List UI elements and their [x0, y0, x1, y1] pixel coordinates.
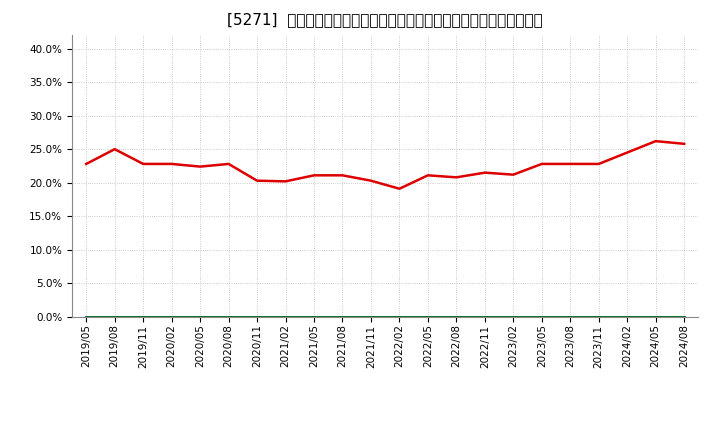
自己資本: [652, 139, 660, 144]
自己資本: [537, 161, 546, 167]
のれん: [366, 314, 375, 319]
自己資本: [310, 172, 318, 178]
のれん: [338, 314, 347, 319]
自己資本: [423, 172, 432, 178]
のれん: [480, 314, 489, 319]
自己資本: [452, 175, 461, 180]
繰延税金資産: [366, 314, 375, 319]
繰延税金資産: [253, 314, 261, 319]
繰延税金資産: [338, 314, 347, 319]
繰延税金資産: [423, 314, 432, 319]
のれん: [110, 314, 119, 319]
のれん: [225, 314, 233, 319]
繰延税金資産: [595, 314, 603, 319]
のれん: [253, 314, 261, 319]
自己資本: [395, 186, 404, 191]
Legend: 自己資本, のれん, 繰延税金資産: 自己資本, のれん, 繰延税金資産: [251, 434, 520, 440]
のれん: [310, 314, 318, 319]
繰延税金資産: [139, 314, 148, 319]
のれん: [196, 314, 204, 319]
自己資本: [225, 161, 233, 167]
のれん: [595, 314, 603, 319]
Title: [5271]  自己資本、のれん、繰延税金資産の総資産に対する比率の推移: [5271] 自己資本、のれん、繰延税金資産の総資産に対する比率の推移: [228, 12, 543, 27]
繰延税金資産: [680, 314, 688, 319]
自己資本: [167, 161, 176, 167]
のれん: [82, 314, 91, 319]
繰延税金資産: [509, 314, 518, 319]
のれん: [652, 314, 660, 319]
のれん: [452, 314, 461, 319]
のれん: [680, 314, 688, 319]
のれん: [623, 314, 631, 319]
のれん: [139, 314, 148, 319]
自己資本: [680, 141, 688, 147]
自己資本: [139, 161, 148, 167]
Line: 自己資本: 自己資本: [86, 141, 684, 189]
繰延税金資産: [452, 314, 461, 319]
自己資本: [480, 170, 489, 175]
繰延税金資産: [480, 314, 489, 319]
繰延税金資産: [167, 314, 176, 319]
繰延税金資産: [652, 314, 660, 319]
自己資本: [196, 164, 204, 169]
繰延税金資産: [82, 314, 91, 319]
繰延税金資産: [282, 314, 290, 319]
のれん: [509, 314, 518, 319]
自己資本: [509, 172, 518, 177]
自己資本: [110, 147, 119, 152]
自己資本: [253, 178, 261, 183]
のれん: [566, 314, 575, 319]
繰延税金資産: [566, 314, 575, 319]
自己資本: [338, 172, 347, 178]
のれん: [537, 314, 546, 319]
繰延税金資産: [310, 314, 318, 319]
繰延税金資産: [110, 314, 119, 319]
繰延税金資産: [196, 314, 204, 319]
自己資本: [366, 178, 375, 183]
のれん: [423, 314, 432, 319]
繰延税金資産: [623, 314, 631, 319]
繰延税金資産: [537, 314, 546, 319]
自己資本: [595, 161, 603, 167]
のれん: [395, 314, 404, 319]
のれん: [282, 314, 290, 319]
自己資本: [623, 150, 631, 155]
自己資本: [282, 179, 290, 184]
自己資本: [566, 161, 575, 167]
自己資本: [82, 161, 91, 167]
のれん: [167, 314, 176, 319]
繰延税金資産: [225, 314, 233, 319]
繰延税金資産: [395, 314, 404, 319]
